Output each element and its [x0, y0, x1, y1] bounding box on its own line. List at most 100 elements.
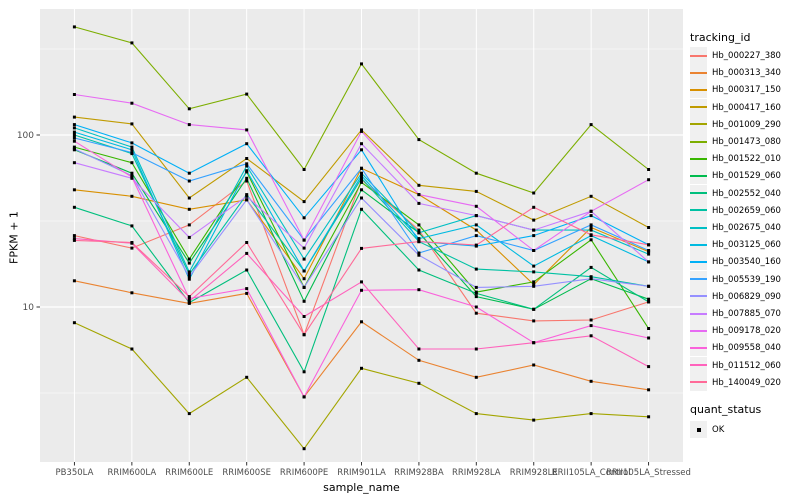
- data-point: [532, 249, 536, 252]
- data-point: [417, 347, 421, 351]
- data-point: [647, 252, 651, 256]
- data-point: [187, 412, 191, 416]
- data-point: [130, 246, 134, 250]
- data-point: [532, 284, 536, 288]
- data-point: [360, 207, 363, 211]
- data-point: [474, 285, 478, 289]
- quant-legend-item: OK: [690, 421, 800, 438]
- data-point: [417, 268, 421, 272]
- data-point: [360, 180, 363, 184]
- y-tick-label: 10: [23, 303, 35, 313]
- data-point: [302, 333, 306, 337]
- legend-line-swatch: [690, 174, 707, 177]
- data-point: [474, 375, 478, 379]
- x-tick-label: RRIM600PE: [280, 468, 328, 478]
- data-point: [245, 268, 249, 272]
- data-point: [72, 321, 76, 325]
- data-point: [302, 315, 306, 318]
- data-point: [532, 270, 536, 274]
- data-point: [589, 194, 593, 198]
- legend-line-swatch: [690, 329, 707, 332]
- data-point: [72, 123, 76, 127]
- data-point: [360, 288, 363, 292]
- data-point: [417, 228, 421, 232]
- y-axis-title: FPKM + 1: [7, 211, 21, 264]
- x-tick-label: RRIM928BA: [394, 468, 444, 478]
- data-point: [360, 129, 363, 133]
- legend-item-label: Hb_002552_040: [712, 188, 781, 199]
- legend-item-label: Hb_011512_060: [712, 360, 781, 371]
- data-point: [360, 176, 363, 180]
- legend-item-Hb_140049_020: Hb_140049_020: [690, 373, 800, 391]
- data-point: [589, 223, 593, 227]
- data-point: [647, 327, 651, 330]
- data-point: [245, 169, 249, 173]
- data-point: [245, 241, 249, 244]
- data-point: [360, 142, 363, 146]
- black-square-icon: [696, 427, 701, 432]
- legend-key-line: [690, 270, 707, 288]
- legend-line-swatch: [690, 226, 707, 229]
- legend-item-label: Hb_000227_380: [712, 51, 781, 61]
- data-point: [130, 241, 134, 244]
- data-point: [130, 141, 134, 145]
- x-tick-label: RRIM600LE: [165, 468, 213, 478]
- data-point: [187, 171, 191, 175]
- data-point: [532, 363, 536, 367]
- legend-line-swatch: [690, 260, 707, 263]
- data-point: [532, 319, 536, 323]
- data-point: [589, 275, 593, 279]
- data-point: [302, 395, 306, 399]
- data-point: [245, 128, 249, 132]
- legend-item-Hb_001522_010: Hb_001522_010: [690, 150, 800, 168]
- data-point: [72, 130, 76, 134]
- legend-item-label: Hb_002675_040: [712, 223, 781, 233]
- legend-key-line: [690, 339, 707, 357]
- data-point: [589, 123, 593, 127]
- quant-legend-title: quant_status: [690, 403, 762, 416]
- data-point: [589, 228, 593, 232]
- data-point: [72, 93, 76, 96]
- legend-line-swatch: [690, 346, 707, 349]
- data-point: [187, 257, 191, 261]
- legend-line-swatch: [690, 192, 707, 195]
- data-point: [187, 297, 191, 300]
- data-point: [532, 341, 536, 345]
- legend-line-swatch: [690, 123, 707, 126]
- data-point: [647, 284, 651, 288]
- data-point: [302, 447, 306, 451]
- data-point: [72, 126, 76, 130]
- legend-item-label: Hb_009558_040: [712, 343, 781, 354]
- data-point: [474, 295, 478, 299]
- data-point: [245, 193, 249, 197]
- legend-line-swatch: [690, 88, 707, 91]
- data-point: [360, 174, 363, 178]
- data-point: [647, 297, 651, 301]
- data-point: [302, 269, 306, 273]
- data-point: [245, 291, 249, 295]
- data-point: [72, 237, 76, 241]
- data-point: [589, 334, 593, 338]
- data-point: [589, 226, 593, 229]
- data-point: [417, 183, 421, 187]
- data-point: [647, 388, 651, 392]
- data-point: [417, 358, 421, 362]
- legend-item-Hb_000317_150: Hb_000317_150: [690, 81, 800, 99]
- data-point: [130, 151, 134, 155]
- legend-key-line: [690, 167, 707, 185]
- legend-line-swatch: [690, 71, 707, 74]
- data-point: [647, 168, 651, 171]
- data-point: [474, 223, 478, 227]
- data-point: [72, 139, 76, 143]
- data-point: [130, 347, 134, 351]
- data-point: [647, 365, 651, 369]
- data-point: [589, 214, 593, 218]
- data-point: [72, 279, 76, 283]
- legend-item-Hb_003540_160: Hb_003540_160: [690, 253, 800, 271]
- data-point: [130, 194, 134, 198]
- legend-key-line: [690, 81, 707, 99]
- data-point: [417, 231, 421, 235]
- legend-item-label: Hb_003125_060: [712, 240, 781, 251]
- legend-item-Hb_002659_060: Hb_002659_060: [690, 201, 800, 219]
- data-point: [589, 277, 593, 281]
